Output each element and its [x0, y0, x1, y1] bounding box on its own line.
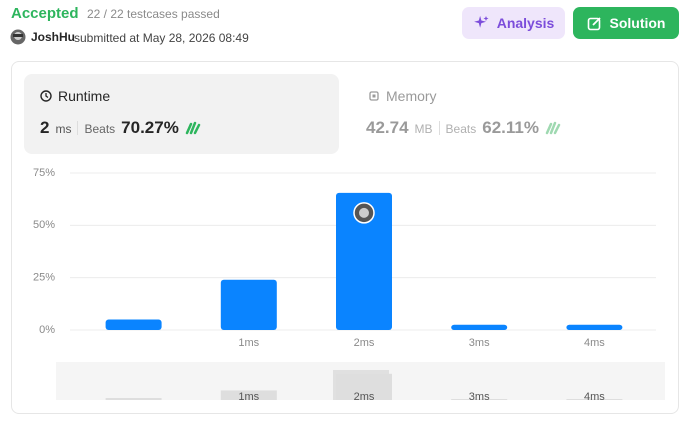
runtime-card[interactable]: Runtime 2 ms Beats 70.27% [24, 74, 339, 154]
bar [220, 279, 277, 330]
avatar [10, 29, 26, 45]
status: Accepted [11, 5, 79, 22]
bar [336, 192, 392, 330]
runtime-beats: 70.27% [121, 118, 179, 137]
clap-icon [545, 121, 561, 135]
beats-label: Beats [84, 122, 116, 136]
analysis-label: Analysis [496, 15, 555, 31]
user-avatar-face [359, 207, 369, 218]
y-tick-label: 75% [33, 167, 55, 179]
x-tick-label: 1ms [238, 337, 259, 349]
minimap-bar [451, 399, 508, 400]
testcases: 22 / 22 testcases passed [87, 7, 220, 21]
analysis-button[interactable]: Analysis [462, 7, 565, 39]
solution-label: Solution [609, 15, 666, 31]
sparkle-icon [473, 15, 489, 28]
memory-title: Memory [386, 88, 437, 104]
runtime-value: 2 [40, 118, 50, 137]
y-tick-label: 25% [33, 272, 55, 284]
bar [566, 324, 623, 330]
minimap-bar [220, 390, 277, 400]
memory-card[interactable]: Memory 42.74 MB Beats 62.11% [352, 74, 667, 154]
minimap-label: 3ms [469, 391, 490, 403]
submitted-at: submitted at May 28, 2026 08:49 [74, 31, 249, 45]
beats-label: Beats [445, 122, 477, 136]
runtime-title: Runtime [58, 88, 111, 104]
edit-icon [587, 16, 601, 30]
x-tick-label: 3ms [469, 337, 490, 349]
panel [11, 61, 679, 414]
solution-button[interactable]: Solution [573, 7, 679, 39]
bar [105, 319, 162, 330]
memory-value: 42.74 [366, 118, 409, 137]
user-name[interactable]: JoshHu [31, 30, 76, 44]
runtime-unit: ms [55, 122, 72, 136]
y-tick-label: 50% [33, 219, 55, 231]
bar [451, 324, 508, 330]
minimap-bar [105, 398, 162, 400]
chip-icon [369, 91, 379, 101]
x-tick-label: 4ms [584, 337, 605, 349]
minimap-label: 1ms [238, 391, 259, 403]
memory-unit: MB [414, 122, 433, 136]
y-tick-label: 0% [39, 324, 55, 336]
minimap-label: 2ms [354, 391, 375, 403]
minimap-label: 4ms [584, 391, 605, 403]
x-tick-label: 2ms [354, 337, 375, 349]
clap-icon [185, 121, 201, 135]
minimap-bar [336, 373, 392, 400]
memory-beats: 62.11% [482, 118, 539, 137]
minimap-bar [566, 399, 623, 400]
clock-icon [40, 90, 52, 102]
